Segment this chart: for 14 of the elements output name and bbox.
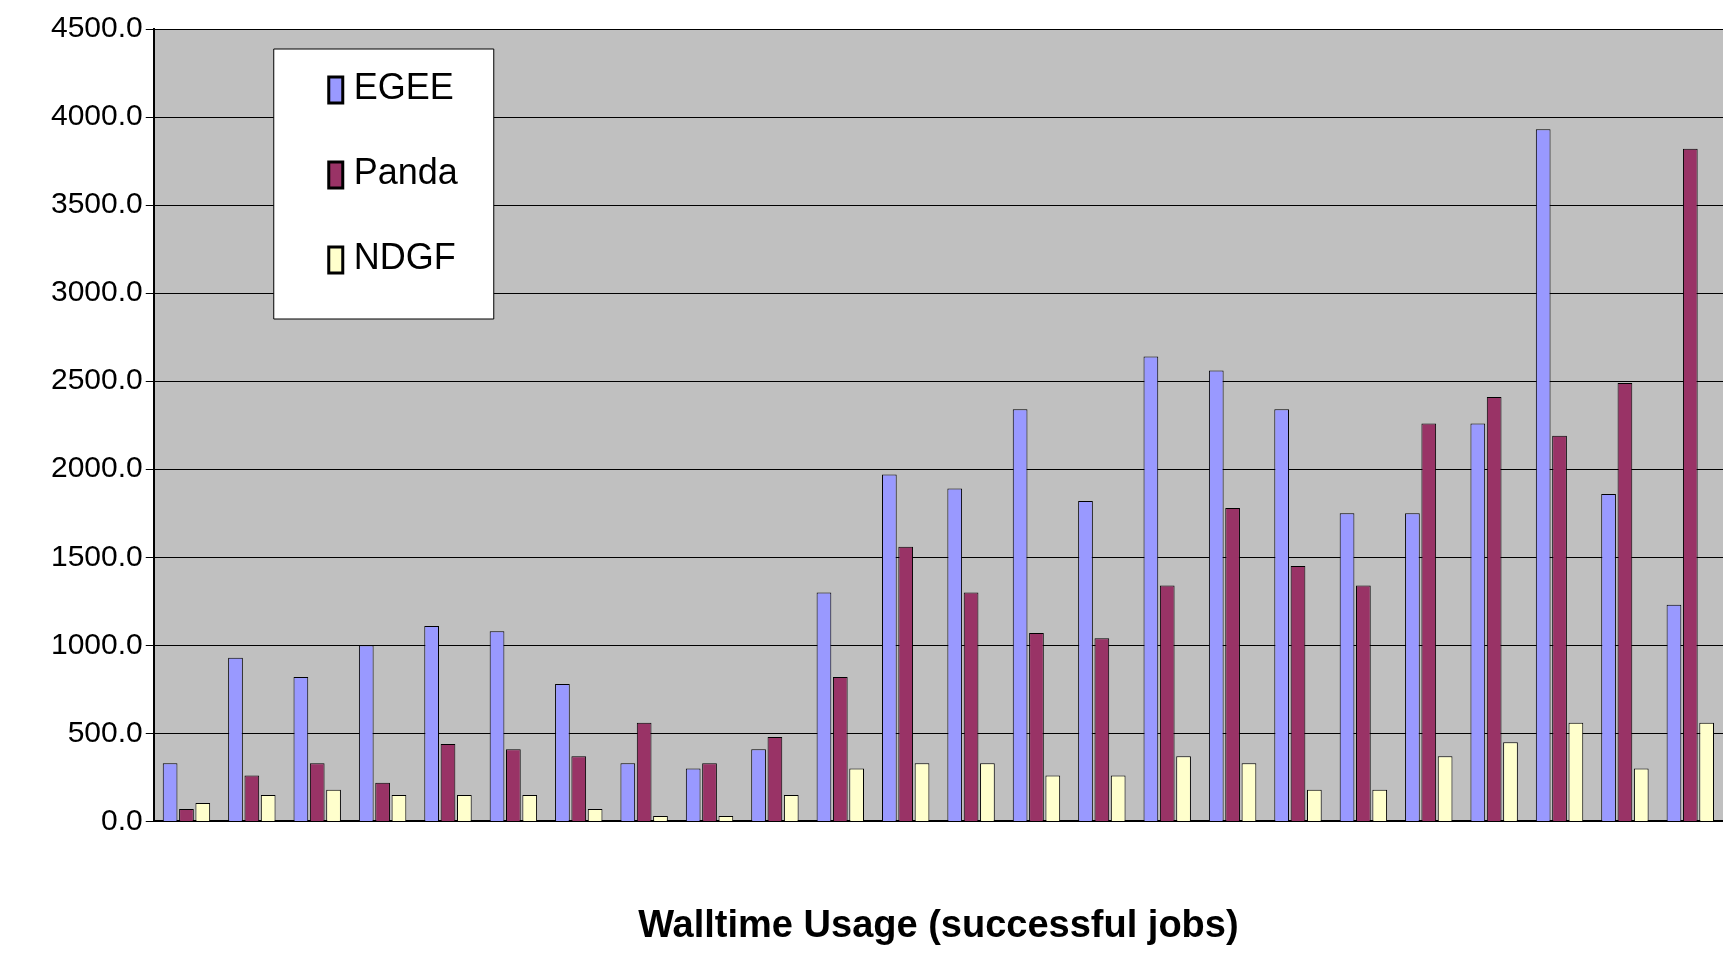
y-tick-label: 2500.0	[50, 362, 143, 396]
y-tick-label: 1500.0	[50, 538, 143, 572]
y-tick-label: 2000.0	[50, 450, 143, 484]
y-tick-label: 3500.0	[50, 186, 143, 220]
y-tick-label: 0.0	[101, 802, 143, 836]
legend-label: NDGF	[353, 235, 456, 277]
y-tick-label: 1000.0	[50, 626, 143, 660]
y-tick-label: 4000.0	[50, 98, 143, 132]
y-tick-label: 3000.0	[50, 274, 143, 308]
legend-label: EGEE	[353, 65, 454, 107]
y-tick-label: 500.0	[67, 714, 143, 748]
legend-label: Panda	[353, 150, 459, 192]
x-axis-title: Walltime Usage (successful jobs)	[638, 902, 1239, 945]
y-tick-label: 4500.0	[50, 10, 143, 44]
